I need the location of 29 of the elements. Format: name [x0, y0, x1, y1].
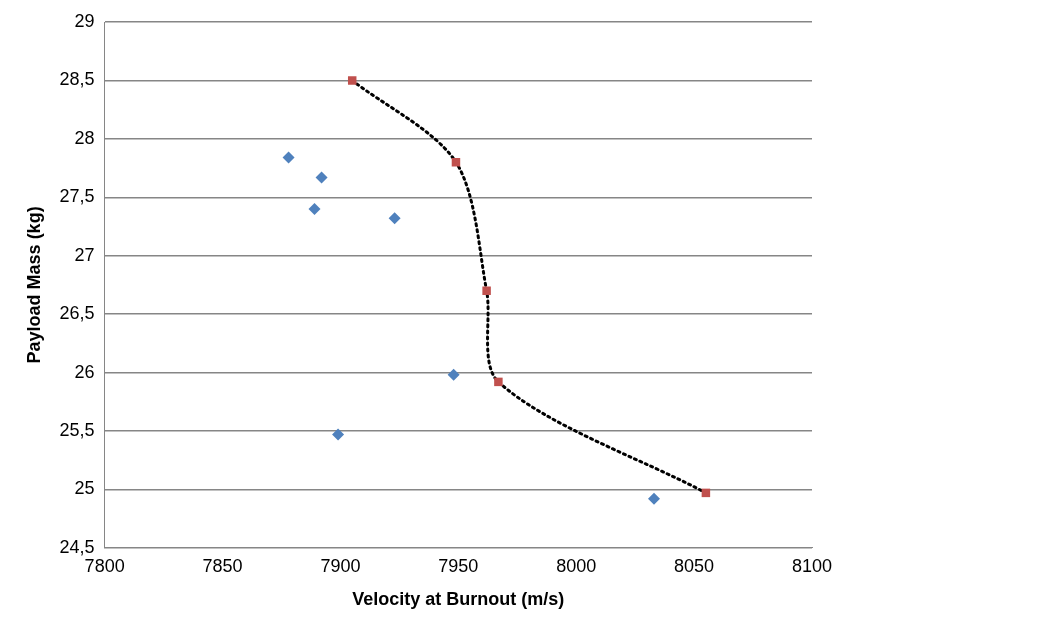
- y-tick-label: 27: [74, 244, 95, 265]
- y-axis-title: Payload Mass (kg): [23, 206, 44, 364]
- x-tick-label: 7800: [84, 555, 125, 576]
- y-tick-label: 29: [74, 10, 95, 31]
- point: [315, 171, 328, 184]
- y-tick-label: 24,5: [59, 536, 95, 557]
- point: [332, 428, 345, 441]
- x-tick-label: 7850: [202, 555, 243, 576]
- point: [282, 151, 295, 164]
- point: [388, 212, 401, 225]
- x-tick-label: 7950: [438, 555, 479, 576]
- point: [447, 368, 460, 381]
- point: [308, 202, 321, 215]
- x-axis-title: Velocity at Burnout (m/s): [352, 589, 565, 610]
- point: [482, 286, 491, 295]
- point: [648, 492, 661, 505]
- y-tick-label: 26,5: [59, 303, 95, 324]
- y-tick-label: 25: [74, 478, 95, 499]
- x-tick-label: 7900: [320, 555, 361, 576]
- y-tick-label: 28: [74, 127, 95, 148]
- y-tick-label: 26: [74, 361, 95, 382]
- x-tick-label: 8000: [556, 555, 597, 576]
- point: [347, 76, 357, 85]
- y-tick-label: 27,5: [59, 186, 95, 207]
- point: [494, 377, 503, 387]
- y-tick-label: 28,5: [59, 69, 95, 90]
- x-tick-label: 8050: [674, 555, 715, 576]
- y-tick-label: 25,5: [59, 419, 95, 440]
- x-tick-label: 8100: [791, 555, 833, 576]
